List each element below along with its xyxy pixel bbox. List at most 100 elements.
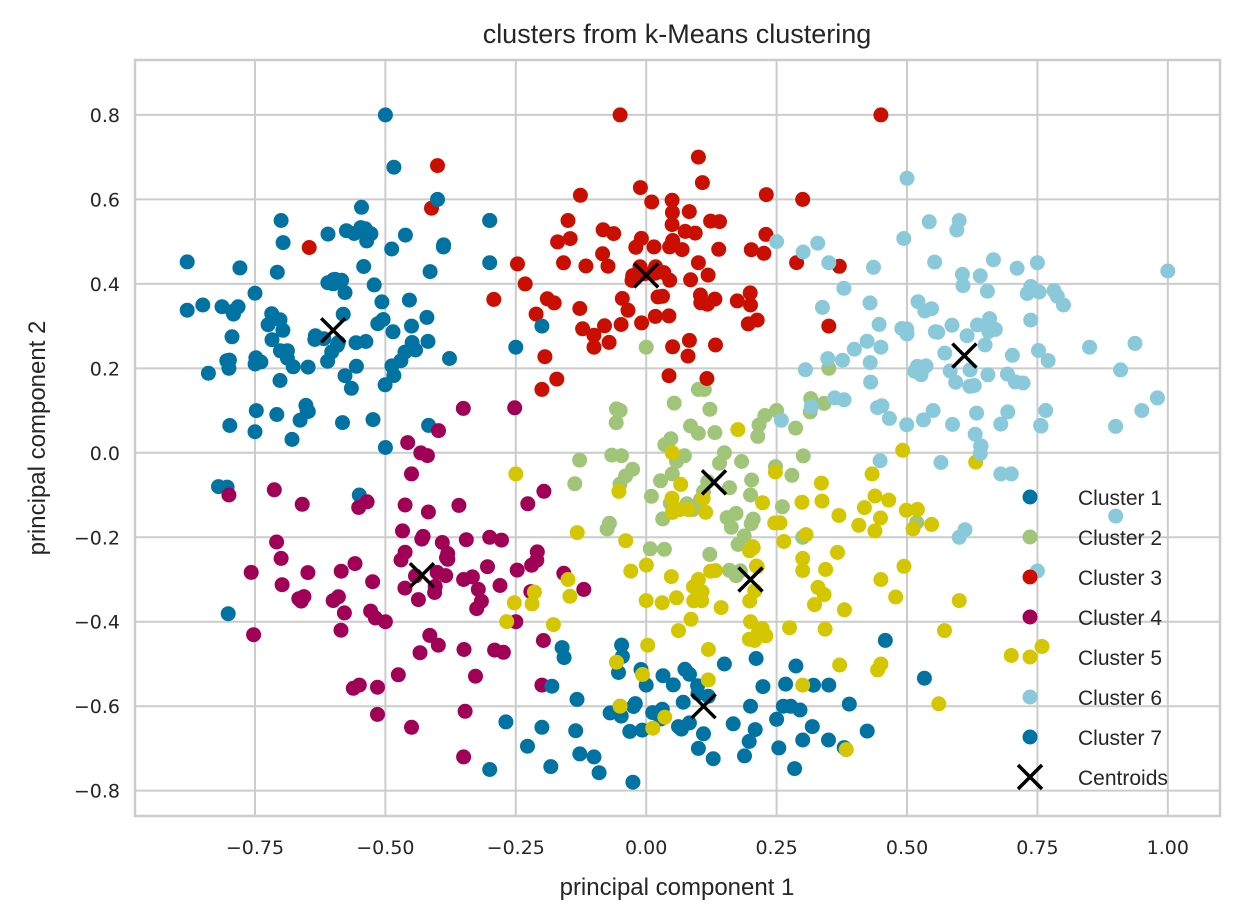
data-point <box>967 426 983 442</box>
data-point <box>1033 417 1049 433</box>
data-point <box>712 455 727 471</box>
legend-marker <box>1022 569 1038 585</box>
data-point <box>830 544 845 560</box>
data-point <box>1108 508 1124 524</box>
data-point <box>895 442 911 458</box>
data-point <box>224 329 240 345</box>
series-cluster-6 <box>769 170 1176 579</box>
data-point <box>335 415 350 431</box>
data-point <box>576 581 592 597</box>
data-point <box>665 339 681 355</box>
data-point <box>614 637 630 653</box>
data-point <box>683 611 699 627</box>
legend-label: Cluster 2 <box>1078 527 1162 550</box>
legend-label: Cluster 4 <box>1078 607 1162 630</box>
data-point <box>457 703 473 719</box>
data-point <box>767 464 783 480</box>
data-point <box>719 510 735 526</box>
data-point <box>980 367 996 383</box>
data-point <box>775 698 791 714</box>
data-point <box>737 748 752 764</box>
data-point <box>673 476 689 492</box>
data-point <box>386 368 402 383</box>
data-point <box>846 341 862 357</box>
data-point <box>774 499 790 515</box>
data-point <box>909 501 925 517</box>
data-point <box>687 225 703 241</box>
data-point <box>393 552 409 568</box>
data-point <box>915 412 931 428</box>
data-point <box>269 407 285 422</box>
data-point <box>931 696 947 712</box>
data-point <box>578 258 594 274</box>
data-point <box>743 698 758 714</box>
data-point <box>896 231 912 246</box>
data-point <box>260 317 276 333</box>
data-point <box>487 642 503 658</box>
data-point <box>292 412 308 428</box>
data-point <box>806 677 821 693</box>
data-point <box>1160 263 1176 279</box>
data-point <box>700 672 716 688</box>
legend-label: Cluster 6 <box>1078 687 1162 710</box>
data-point <box>702 401 718 417</box>
data-point <box>420 504 436 520</box>
y-tick-label: −0.2 <box>74 527 120 549</box>
data-point <box>696 726 711 742</box>
data-point <box>294 496 310 512</box>
data-point <box>969 405 985 421</box>
data-point <box>595 246 611 262</box>
data-point <box>1000 404 1016 420</box>
data-point <box>644 194 660 210</box>
data-point <box>232 260 248 276</box>
data-point <box>404 318 419 334</box>
data-point <box>336 605 352 621</box>
data-point <box>662 272 678 288</box>
legend-label: Cluster 7 <box>1078 727 1162 750</box>
data-point <box>195 297 211 313</box>
data-point <box>430 158 445 174</box>
data-point <box>410 592 426 608</box>
data-point <box>307 332 323 347</box>
data-point <box>338 223 354 239</box>
data-point <box>957 522 973 538</box>
data-point <box>375 312 391 327</box>
data-point <box>608 415 624 431</box>
data-point <box>434 535 450 550</box>
data-point <box>562 588 578 604</box>
legend-marker <box>1022 489 1038 505</box>
y-tick-label: 0.4 <box>90 274 120 296</box>
data-point <box>863 374 879 390</box>
data-point <box>470 581 486 597</box>
series-cluster-4 <box>221 400 592 765</box>
data-point <box>524 596 540 612</box>
data-point <box>909 358 925 374</box>
data-point <box>456 642 472 657</box>
data-point <box>509 562 525 578</box>
data-point <box>1003 648 1019 663</box>
data-point <box>430 637 446 653</box>
x-tick-label: 1.00 <box>1147 837 1189 859</box>
data-point <box>788 658 804 674</box>
data-point <box>404 466 419 482</box>
data-point <box>817 621 833 637</box>
data-point <box>690 255 706 271</box>
data-point <box>370 706 385 722</box>
data-point <box>326 272 342 288</box>
data-point <box>1113 362 1129 378</box>
data-point <box>404 719 419 735</box>
data-point <box>803 399 819 415</box>
data-point <box>613 317 629 332</box>
data-point <box>645 720 661 736</box>
data-point <box>656 541 672 557</box>
y-tick-label: 0.2 <box>90 358 120 380</box>
data-point <box>625 774 641 790</box>
data-point <box>1040 353 1056 369</box>
data-point <box>755 679 771 695</box>
data-point <box>517 276 533 292</box>
data-point <box>420 333 436 349</box>
plot-frame <box>133 58 1222 818</box>
data-point <box>798 527 814 543</box>
data-point <box>841 696 857 712</box>
data-point <box>482 255 498 271</box>
